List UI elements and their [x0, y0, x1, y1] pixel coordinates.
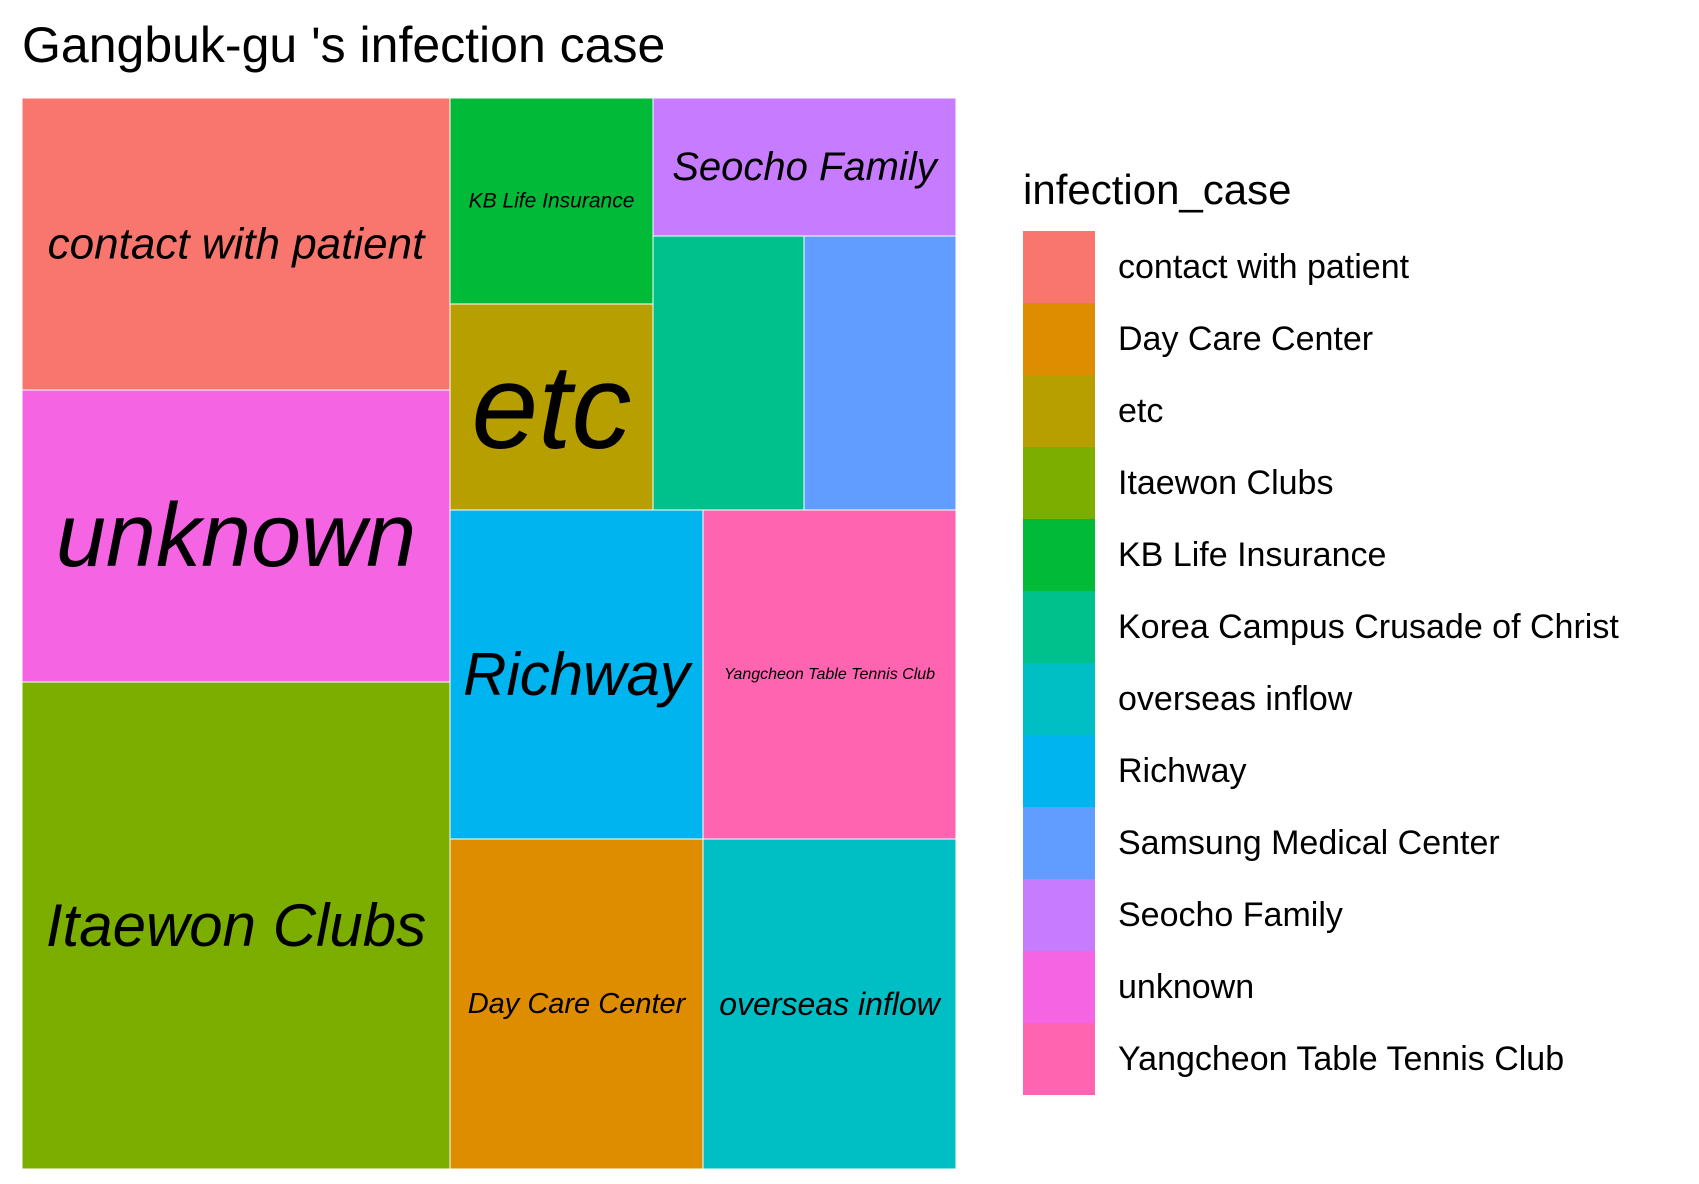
tile-label-etc: etc [471, 340, 631, 474]
tile-day-care-center: Day Care Center [449, 838, 704, 1170]
tile-itaewon-clubs: Itaewon Clubs [21, 681, 451, 1170]
tile-label-seocho-family: Seocho Family [672, 145, 940, 189]
tile-unknown: unknown [21, 389, 451, 683]
tile-rect-contact-with-patient [21, 97, 451, 391]
legend-key-seocho-family [1023, 879, 1095, 951]
tile-label-yangcheon-table-tennis-club: Yangcheon Table Tennis Club [724, 666, 935, 683]
legend-label-samsung-medical-center: Samsung Medical Center [1118, 824, 1500, 862]
tile-label-day-care-center: Day Care Center [468, 988, 687, 1020]
tile-label-contact-with-patient: contact with patient [48, 220, 426, 269]
tile-rect-yangcheon-table-tennis-club [702, 509, 957, 840]
legend-label-korea-campus-crusade-of-christ: Korea Campus Crusade of Christ [1118, 608, 1619, 646]
legend-item-korea-campus-crusade-of-christ: Korea Campus Crusade of Christ [1023, 591, 1619, 663]
legend-key-contact-with-patient [1023, 231, 1095, 303]
legend-label-contact-with-patient: contact with patient [1118, 248, 1410, 286]
legend-key-richway [1023, 735, 1095, 807]
tile-rect-kb-life-insurance [449, 97, 654, 305]
legend-item-seocho-family: Seocho Family [1023, 879, 1343, 951]
legend-title: infection_case [1023, 166, 1292, 213]
legend-key-yangcheon-table-tennis-club [1023, 1023, 1095, 1095]
legend-key-samsung-medical-center [1023, 807, 1095, 879]
tile-samsung-medical-center [803, 235, 957, 511]
legend-label-itaewon-clubs: Itaewon Clubs [1118, 464, 1333, 502]
legend-item-itaewon-clubs: Itaewon Clubs [1023, 447, 1333, 519]
legend-label-yangcheon-table-tennis-club: Yangcheon Table Tennis Club [1118, 1040, 1564, 1078]
chart-title: Gangbuk-gu 's infection case [22, 17, 665, 73]
tile-rect-richway [449, 509, 704, 840]
legend-key-itaewon-clubs [1023, 447, 1095, 519]
legend-key-unknown [1023, 951, 1095, 1023]
legend-item-kb-life-insurance: KB Life Insurance [1023, 519, 1386, 591]
legend: infection_case contact with patient Day C… [1023, 166, 1619, 1095]
tile-label-unknown: unknown [56, 486, 416, 586]
tile-rect-overseas-inflow [702, 838, 957, 1170]
tile-etc: etc [449, 303, 654, 511]
legend-items: contact with patient Day Care Center etc It… [1023, 231, 1619, 1095]
legend-label-overseas-inflow: overseas inflow [1118, 680, 1353, 718]
tile-rect-day-care-center [449, 838, 704, 1170]
tile-rect-itaewon-clubs [21, 681, 451, 1170]
tile-yangcheon-table-tennis-club: Yangcheon Table Tennis Club [702, 509, 957, 840]
legend-label-richway: Richway [1118, 752, 1246, 790]
legend-item-etc: etc [1023, 375, 1163, 447]
tile-label-richway: Richway [463, 641, 694, 708]
legend-item-day-care-center: Day Care Center [1023, 303, 1373, 375]
treemap-tiles: contact with patient Day Care Center etc It… [21, 97, 957, 1170]
tile-label-kb-life-insurance: KB Life Insurance [469, 190, 635, 213]
tile-rect-korea-campus-crusade-of-christ [652, 235, 805, 511]
legend-key-korea-campus-crusade-of-christ [1023, 591, 1095, 663]
legend-key-overseas-inflow [1023, 663, 1095, 735]
tile-rect-samsung-medical-center [803, 235, 957, 511]
tile-rect-unknown [21, 389, 451, 683]
legend-label-kb-life-insurance: KB Life Insurance [1118, 536, 1386, 574]
tile-seocho-family: Seocho Family [652, 97, 957, 237]
legend-label-day-care-center: Day Care Center [1118, 320, 1373, 358]
tile-label-itaewon-clubs: Itaewon Clubs [46, 892, 426, 959]
tile-kb-life-insurance: KB Life Insurance [449, 97, 654, 305]
legend-label-seocho-family: Seocho Family [1118, 896, 1343, 934]
tile-richway: Richway [449, 509, 704, 840]
tile-contact-with-patient: contact with patient [21, 97, 451, 391]
legend-item-yangcheon-table-tennis-club: Yangcheon Table Tennis Club [1023, 1023, 1564, 1095]
legend-item-richway: Richway [1023, 735, 1246, 807]
legend-item-overseas-inflow: overseas inflow [1023, 663, 1353, 735]
legend-key-day-care-center [1023, 303, 1095, 375]
legend-item-samsung-medical-center: Samsung Medical Center [1023, 807, 1500, 879]
legend-item-unknown: unknown [1023, 951, 1254, 1023]
legend-key-kb-life-insurance [1023, 519, 1095, 591]
legend-label-unknown: unknown [1118, 968, 1254, 1006]
legend-label-etc: etc [1118, 392, 1163, 430]
legend-item-contact-with-patient: contact with patient [1023, 231, 1410, 303]
tile-rect-seocho-family [652, 97, 957, 237]
legend-key-etc [1023, 375, 1095, 447]
tile-overseas-inflow: overseas inflow [702, 838, 957, 1170]
tile-korea-campus-crusade-of-christ [652, 235, 805, 511]
tile-label-overseas-inflow: overseas inflow [719, 986, 941, 1022]
